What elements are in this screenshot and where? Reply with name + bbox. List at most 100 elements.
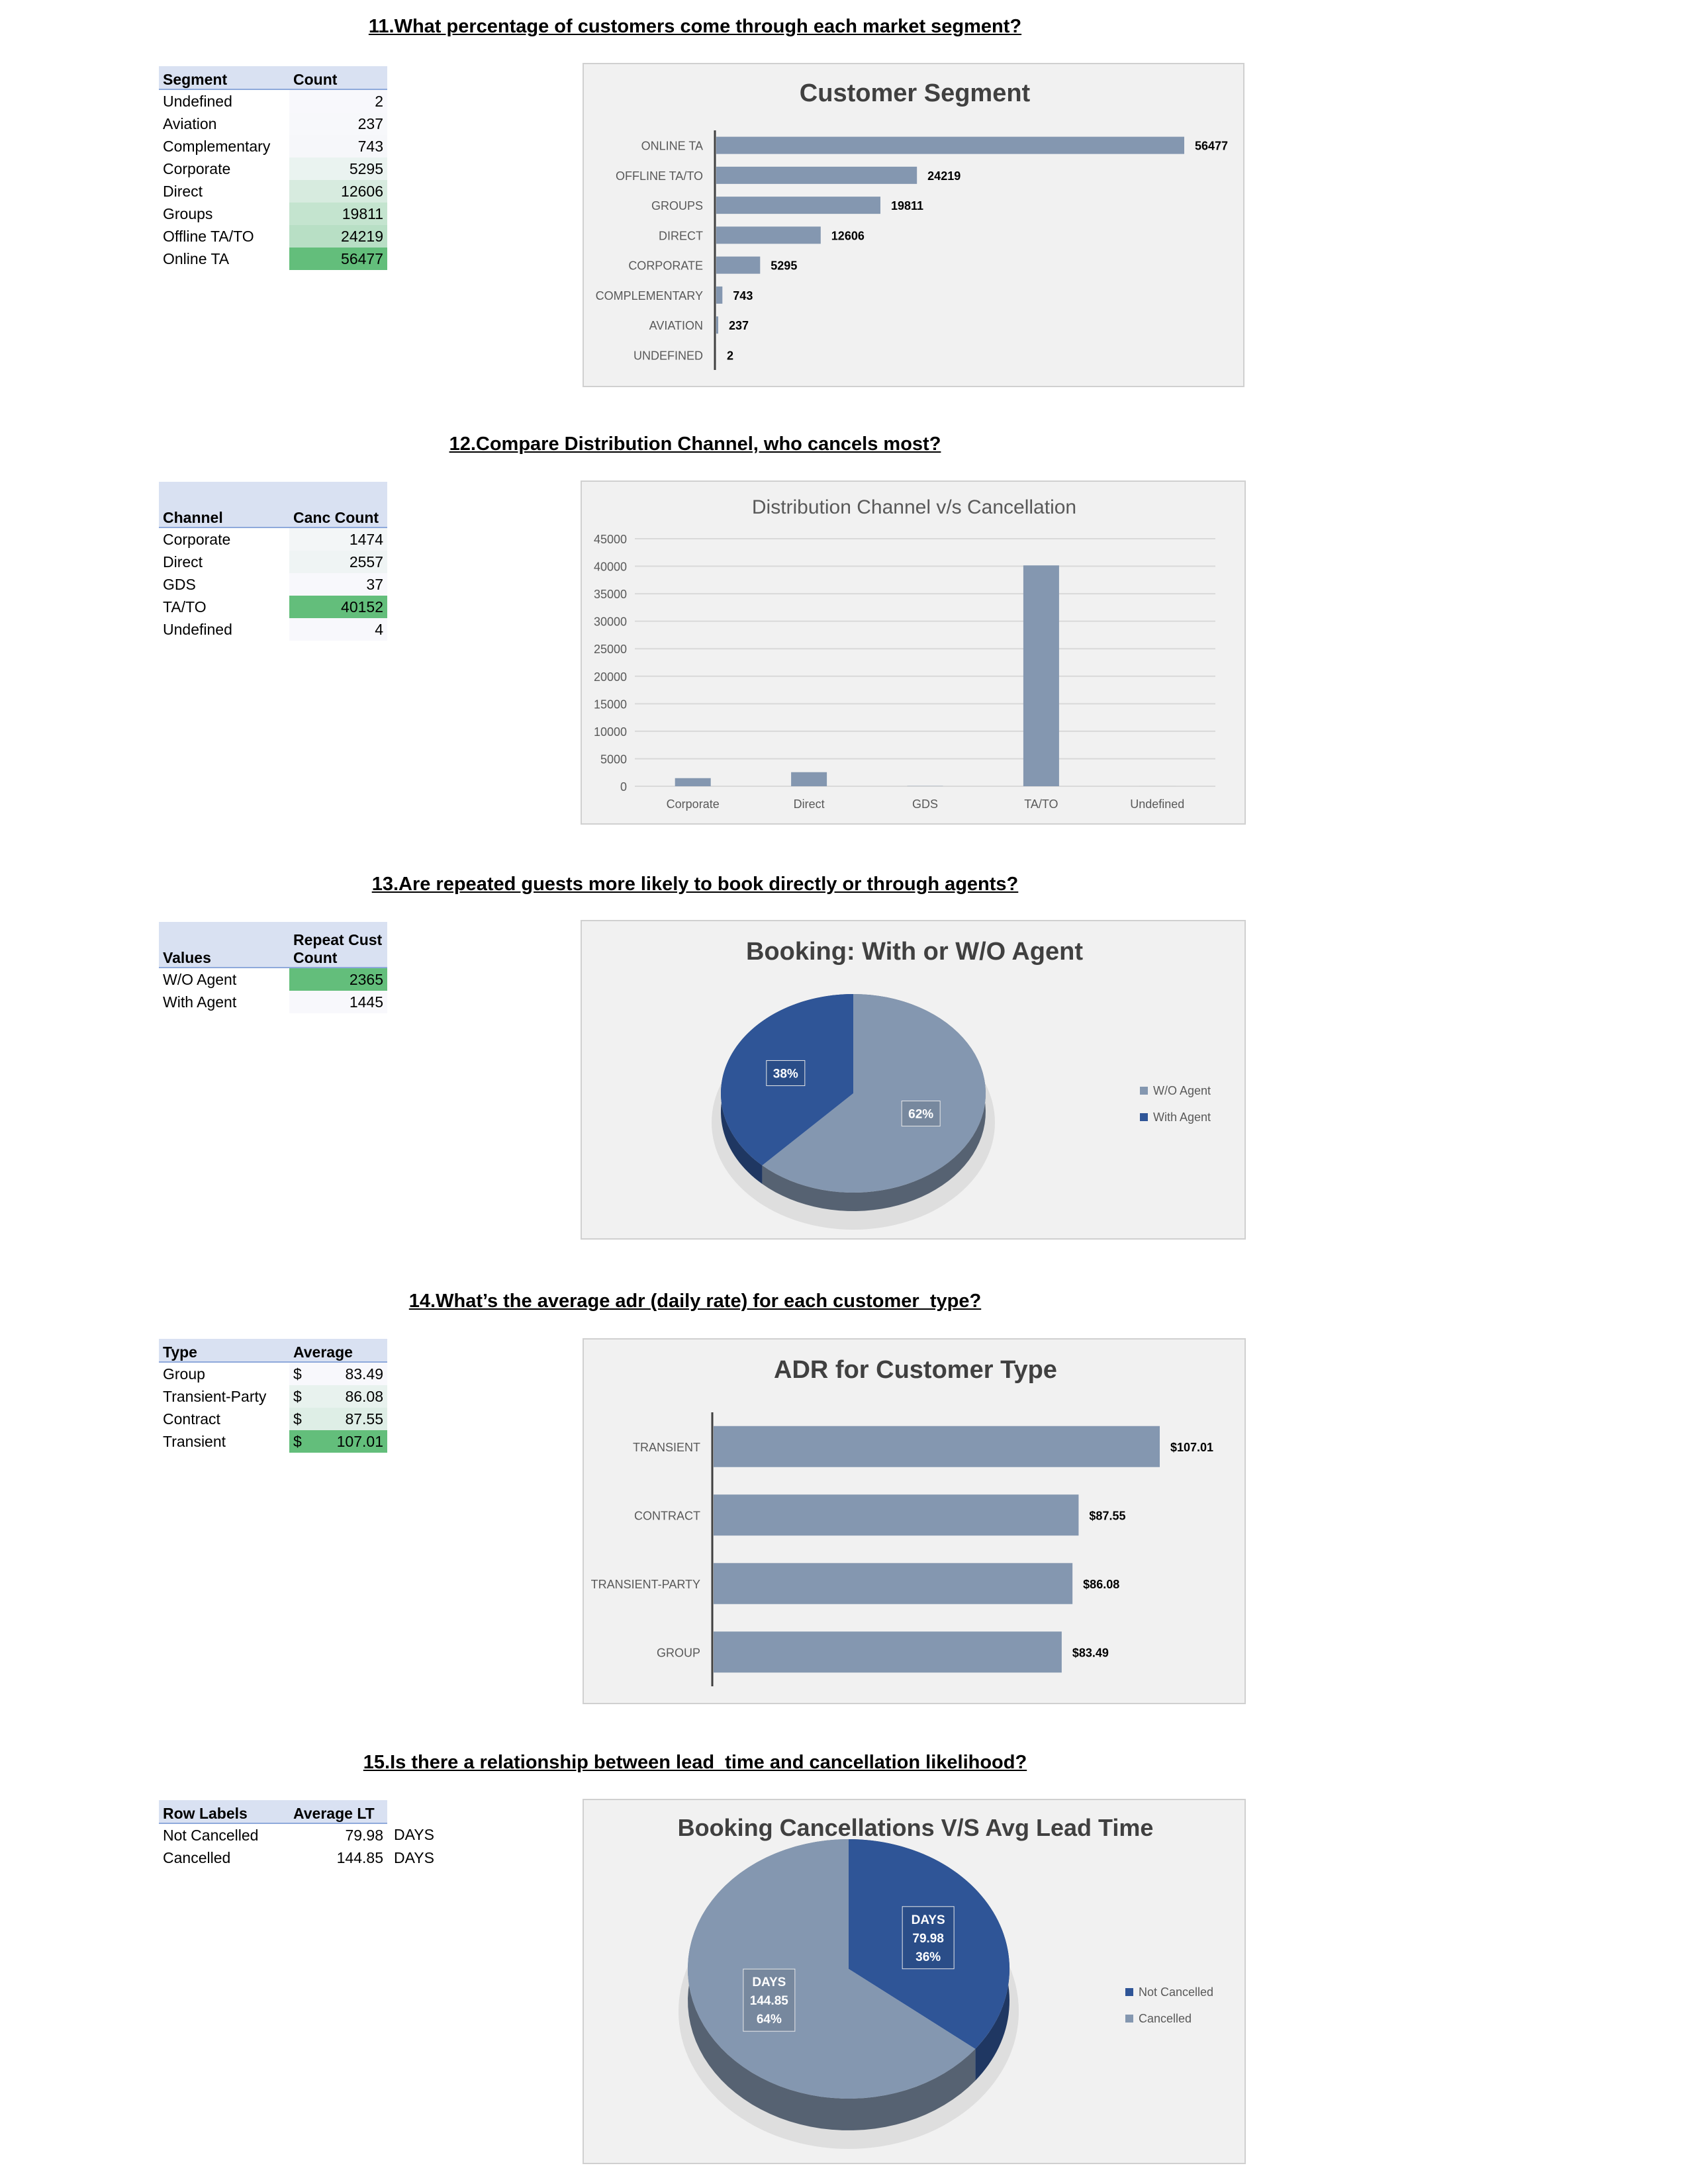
table-row: Contract $87.55: [159, 1408, 387, 1430]
data-label: DAYS: [752, 1976, 786, 1989]
bar: [716, 226, 821, 244]
table-row-value: 37: [289, 573, 387, 596]
table-header-cell: Canc Count: [289, 482, 387, 528]
table-row-label: Corporate: [163, 159, 231, 177]
adr-svg: ADR for Customer Type TRANSIENT $107.01 CON…: [591, 1356, 1213, 1686]
table-row: Aviation 237: [159, 113, 387, 135]
chart-title: Booking: With or W/O Agent: [746, 938, 1083, 966]
table-row-value: 40152: [289, 596, 387, 618]
table-row: Cancelled 144.85 DAYS: [159, 1846, 438, 1869]
table-row-label: GDS: [163, 575, 196, 593]
table-header-line: Repeat Cust: [293, 931, 383, 948]
currency-amount: 87.55: [345, 1410, 383, 1428]
table-header-cell: Channel: [159, 482, 289, 528]
table-row: W/O Agent 2365: [159, 968, 387, 991]
table-row: Transient $107.01: [159, 1430, 387, 1453]
table-row-label: Cancelled: [163, 1848, 231, 1866]
table-row-value: 1474: [289, 527, 387, 551]
table-row: Offline TA/TO 24219: [159, 225, 387, 248]
data-label: 12606: [831, 229, 865, 242]
table-header-row: Channel Canc Count: [159, 482, 387, 528]
table-row-value: 56477: [289, 248, 387, 270]
x-tick-label: Direct: [794, 797, 825, 811]
bar: [716, 166, 917, 184]
bar: [716, 197, 881, 214]
table-row-label: Transient-Party: [163, 1387, 267, 1405]
table-row-label: Contract: [163, 1410, 220, 1428]
table-row-unit: DAYS: [394, 1826, 434, 1843]
data-label: 19811: [891, 199, 923, 212]
table-row-value: 144.85: [336, 1848, 383, 1866]
bar: [714, 1631, 1062, 1673]
currency-symbol: $: [293, 1387, 302, 1405]
data-label: 5295: [771, 259, 797, 273]
lead-time-table: Row Labels Average LT Not Cancelled 79.98 DA…: [159, 1800, 438, 1869]
table-row-label: Direct: [163, 553, 203, 570]
table-row: Undefined 2: [159, 89, 387, 113]
currency-symbol: $: [293, 1365, 302, 1383]
table-header-cell: Count: [289, 66, 387, 90]
table-row-value: $83.49: [289, 1362, 387, 1385]
category-label: CORPORATE: [628, 259, 703, 273]
table-header-cell: Segment: [159, 66, 289, 90]
adr-chart: ADR for Customer Type TRANSIENT $107.01 CON…: [583, 1338, 1246, 1704]
customer-segment-chart: Customer Segment ONLINE TA 56477 OFFLINE TA…: [583, 63, 1244, 387]
table-row-label: Not Cancelled: [163, 1826, 259, 1844]
table-row: GDS 37: [159, 573, 387, 596]
y-tick-label: 35000: [594, 588, 627, 601]
currency-symbol: $: [293, 1410, 302, 1428]
data-label: 62%: [908, 1108, 933, 1122]
table-row-label: Undefined: [163, 620, 232, 638]
data-label: 743: [733, 289, 753, 302]
pie-slice-side: [762, 994, 986, 1211]
table-row-value: $107.01: [289, 1430, 387, 1453]
adr-table: Type Average Group $83.49 Transient-Party $86…: [159, 1339, 387, 1453]
x-tick-label: TA/TO: [1024, 797, 1058, 811]
table-row-value: 743: [289, 135, 387, 158]
table-row-value: 19811: [289, 203, 387, 225]
y-tick-label: 15000: [594, 698, 627, 711]
bar: [716, 256, 761, 274]
table-row-value: 4: [289, 618, 387, 641]
y-tick-label: 10000: [594, 725, 627, 739]
table-header-cell: Row Labels: [159, 1800, 289, 1824]
data-label: 56477: [1195, 140, 1228, 153]
bar: [716, 286, 723, 304]
table-row: Corporate 5295: [159, 158, 387, 180]
table-header-line: Count: [293, 949, 338, 966]
bar: [675, 778, 711, 786]
table-row: Groups 19811: [159, 203, 387, 225]
data-label: 24219: [927, 169, 961, 183]
question-title-13: 13.Are repeated guests more likely to bo…: [371, 874, 1019, 895]
table-row: Online TA 56477: [159, 248, 387, 270]
data-label: 237: [729, 319, 749, 332]
table-row-label: W/O Agent: [163, 970, 237, 988]
currency-amount: 107.01: [336, 1432, 383, 1450]
x-tick-label: Corporate: [667, 797, 720, 811]
legend-label: Not Cancelled: [1139, 1985, 1213, 1999]
table-header-cell: Repeat Cust Count: [289, 922, 387, 968]
legend-swatch: [1140, 1113, 1148, 1121]
table-row-label: With Agent: [163, 993, 237, 1011]
data-label: DAYS: [912, 1913, 945, 1927]
lead-time-svg: Booking Cancellations V/S Avg Lead Time D…: [678, 1814, 1213, 2149]
channel-table: Channel Canc Count Corporate 1474 Direct 2557…: [159, 482, 387, 641]
table-header-cell: Values: [159, 922, 289, 968]
legend-swatch: [1140, 1087, 1148, 1095]
pie-slice: [762, 994, 986, 1193]
table-header-row: Type Average: [159, 1339, 387, 1363]
table-row-label: Offline TA/TO: [163, 227, 254, 245]
data-label-box: [901, 1101, 941, 1127]
table-row-value: 2: [289, 89, 387, 113]
distribution-channel-svg: Distribution Channel v/s Cancellation 0 50…: [594, 496, 1215, 811]
legend-swatch: [1125, 2015, 1133, 2023]
bar: [1023, 565, 1059, 786]
table-row-label: Direct: [163, 182, 203, 200]
currency-amount: 83.49: [345, 1365, 383, 1383]
table-row-label: TA/TO: [163, 598, 207, 615]
category-label: COMPLEMENTARY: [596, 289, 703, 302]
category-label: UNDEFINED: [633, 349, 703, 362]
chart-title: Customer Segment: [800, 79, 1031, 107]
table-row-value: $87.55: [289, 1408, 387, 1430]
category-label: TRANSIENT: [633, 1441, 700, 1454]
